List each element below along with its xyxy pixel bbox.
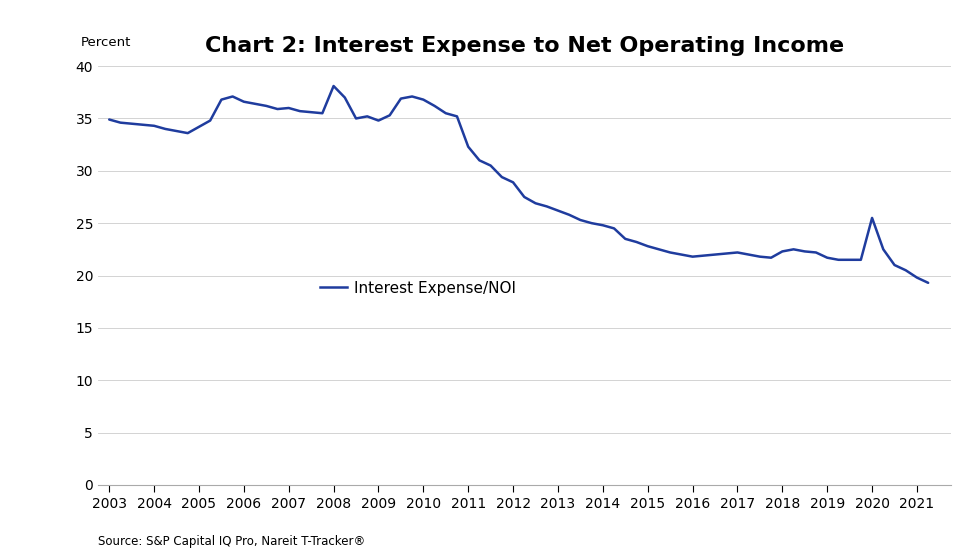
Text: Source: S&P Capital IQ Pro, Nareit T-Tracker®: Source: S&P Capital IQ Pro, Nareit T-Tra… — [98, 535, 366, 548]
Title: Chart 2: Interest Expense to Net Operating Income: Chart 2: Interest Expense to Net Operati… — [205, 36, 844, 56]
Legend: Interest Expense/NOI: Interest Expense/NOI — [314, 274, 521, 302]
Text: Percent: Percent — [81, 36, 131, 50]
